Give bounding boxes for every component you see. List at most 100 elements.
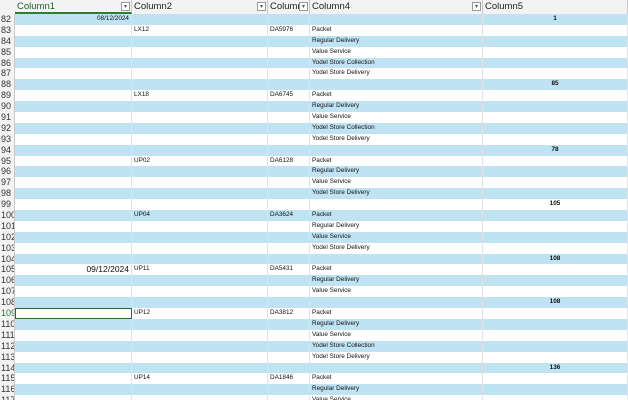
cell-c5[interactable]: [483, 57, 628, 69]
cell-c5[interactable]: [483, 166, 628, 178]
cell-c1[interactable]: [15, 177, 132, 189]
cell-c5[interactable]: [483, 395, 628, 400]
cell-c4[interactable]: Value Service: [310, 231, 483, 243]
cell-c3[interactable]: [268, 144, 310, 156]
cell-c5[interactable]: [483, 264, 628, 276]
cell-c5[interactable]: [483, 35, 628, 47]
cell-c3[interactable]: [268, 166, 310, 178]
cell-c2[interactable]: [132, 14, 268, 25]
cell-c3[interactable]: [268, 188, 310, 200]
cell-c3[interactable]: [268, 14, 310, 25]
cell-c4[interactable]: Regular Delivery: [310, 220, 483, 232]
cell-c4[interactable]: [310, 79, 483, 91]
row-number[interactable]: 104: [0, 253, 15, 265]
row-number[interactable]: 92: [0, 122, 15, 134]
cell-c5[interactable]: [483, 133, 628, 145]
cell-c1[interactable]: [15, 318, 132, 330]
cell-c4[interactable]: [310, 253, 483, 265]
row-number[interactable]: 83: [0, 24, 15, 36]
cell-c2[interactable]: [132, 253, 268, 265]
cell-c3[interactable]: [268, 46, 310, 58]
cell-c1[interactable]: 09/12/2024: [15, 264, 132, 276]
cell-c1[interactable]: [15, 188, 132, 200]
cell-c3[interactable]: DA6128: [268, 155, 310, 167]
cell-c3[interactable]: [268, 351, 310, 363]
row-number[interactable]: 109: [0, 308, 15, 319]
cell-c2[interactable]: [132, 199, 268, 211]
cell-c1[interactable]: [15, 220, 132, 232]
cell-c5[interactable]: 105: [483, 199, 628, 211]
cell-c1[interactable]: [15, 351, 132, 363]
cell-c5[interactable]: [483, 351, 628, 363]
cell-c1[interactable]: [15, 329, 132, 341]
cell-c1[interactable]: [15, 46, 132, 58]
cell-c1[interactable]: [15, 340, 132, 352]
cell-c4[interactable]: Regular Delivery: [310, 166, 483, 178]
cell-c1[interactable]: [15, 275, 132, 287]
cell-c2[interactable]: [132, 79, 268, 91]
cell-c3[interactable]: [268, 329, 310, 341]
cell-c3[interactable]: [268, 220, 310, 232]
cell-c5[interactable]: [483, 101, 628, 113]
cell-c4[interactable]: Regular Delivery: [310, 275, 483, 287]
cell-c4[interactable]: Value Service: [310, 395, 483, 400]
cell-c4[interactable]: Regular Delivery: [310, 318, 483, 330]
cell-c3[interactable]: [268, 231, 310, 243]
cell-c3[interactable]: [268, 275, 310, 287]
cell-c4[interactable]: Packet: [310, 24, 483, 36]
cell-c1[interactable]: [15, 373, 132, 385]
cell-c3[interactable]: [268, 297, 310, 309]
cell-c3[interactable]: [268, 253, 310, 265]
row-number[interactable]: 100: [0, 210, 15, 221]
cell-c1[interactable]: [15, 133, 132, 145]
row-number[interactable]: 88: [0, 79, 15, 91]
row-number[interactable]: 116: [0, 384, 15, 396]
cell-c2[interactable]: [132, 144, 268, 156]
filter-dropdown-icon[interactable]: ▾: [121, 2, 130, 11]
filter-dropdown-icon[interactable]: ▾: [472, 2, 481, 11]
cell-c3[interactable]: [268, 395, 310, 400]
cell-c3[interactable]: [268, 112, 310, 123]
cell-c2[interactable]: [132, 57, 268, 69]
filter-dropdown-icon[interactable]: ▾: [299, 2, 308, 11]
cell-c2[interactable]: UP14: [132, 373, 268, 385]
cell-c5[interactable]: [483, 24, 628, 36]
cell-c5[interactable]: 108: [483, 297, 628, 309]
cell-c4[interactable]: Regular Delivery: [310, 35, 483, 47]
cell-c1[interactable]: [15, 144, 132, 156]
cell-c4[interactable]: Yodel Store Collection: [310, 340, 483, 352]
cell-c3[interactable]: [268, 122, 310, 134]
cell-c5[interactable]: [483, 210, 628, 221]
cell-c5[interactable]: [483, 188, 628, 200]
cell-c4[interactable]: [310, 14, 483, 25]
column-header-3[interactable]: Column ▾: [268, 0, 310, 14]
cell-c2[interactable]: [132, 286, 268, 298]
cell-c4[interactable]: Packet: [310, 264, 483, 276]
filter-dropdown-icon[interactable]: ▾: [257, 2, 266, 11]
cell-c5[interactable]: [483, 308, 628, 319]
cell-c4[interactable]: Value Service: [310, 46, 483, 58]
cell-c2[interactable]: [132, 297, 268, 309]
cell-c5[interactable]: [483, 275, 628, 287]
cell-c5[interactable]: [483, 329, 628, 341]
cell-c2[interactable]: LX18: [132, 90, 268, 102]
cell-c2[interactable]: [132, 35, 268, 47]
cell-c1[interactable]: [15, 35, 132, 47]
cell-c5[interactable]: [483, 384, 628, 396]
row-number[interactable]: 97: [0, 177, 15, 189]
cell-c1[interactable]: [15, 79, 132, 91]
cell-c2[interactable]: UP04: [132, 210, 268, 221]
cell-c2[interactable]: [132, 112, 268, 123]
cell-c5[interactable]: 108: [483, 253, 628, 265]
row-number[interactable]: 91: [0, 112, 15, 123]
cell-c3[interactable]: [268, 242, 310, 254]
cell-c3[interactable]: [268, 286, 310, 298]
cell-c4[interactable]: Packet: [310, 308, 483, 319]
row-number[interactable]: 110: [0, 318, 15, 330]
cell-c2[interactable]: [132, 220, 268, 232]
cell-c1[interactable]: [15, 210, 132, 221]
cell-c1[interactable]: [15, 297, 132, 309]
cell-c2[interactable]: [132, 122, 268, 134]
cell-c5[interactable]: [483, 242, 628, 254]
cell-c4[interactable]: Regular Delivery: [310, 101, 483, 113]
